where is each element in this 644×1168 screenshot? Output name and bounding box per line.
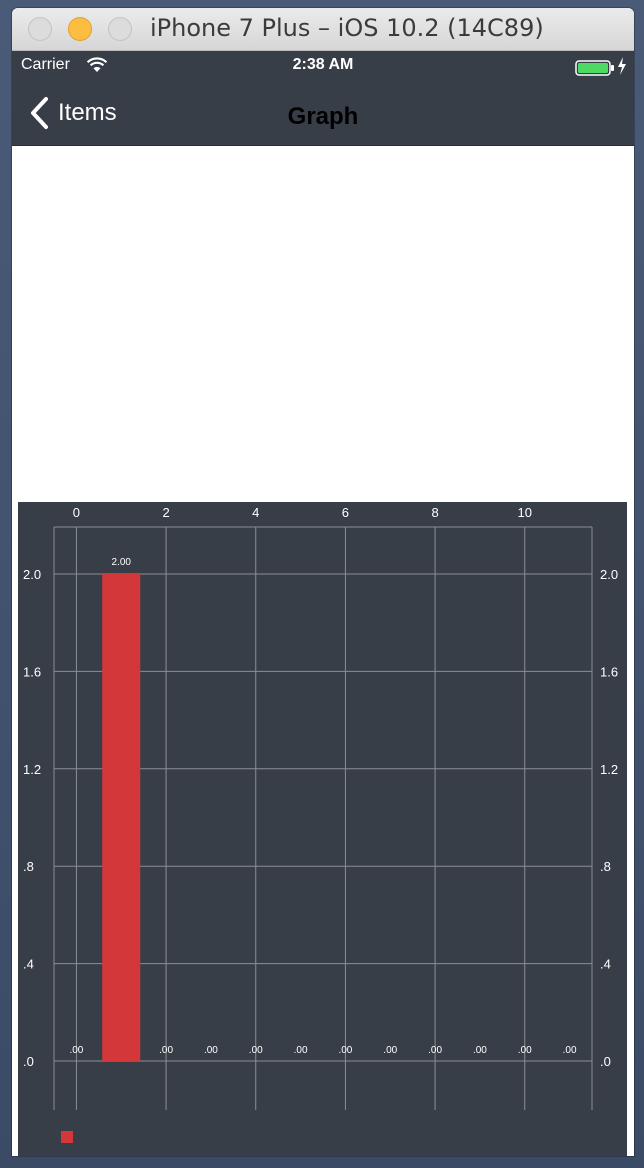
back-button[interactable]: Items [28, 95, 117, 131]
window-title: iPhone 7 Plus – iOS 10.2 (14C89) [150, 14, 544, 42]
bar-value-label: .00 [204, 1045, 218, 1056]
bar-value-label: .00 [294, 1045, 308, 1056]
bar-value-label: .00 [563, 1045, 577, 1056]
bar-value-label: .00 [473, 1045, 487, 1056]
window-titlebar: iPhone 7 Plus – iOS 10.2 (14C89) [12, 8, 634, 51]
x-tick-label: 0 [73, 505, 80, 520]
x-tick-label: 6 [342, 505, 349, 520]
bar-value-label: .00 [159, 1045, 173, 1056]
y-tick-label-left: 2.0 [23, 567, 41, 582]
wifi-icon [86, 56, 108, 78]
y-tick-label-right: 1.2 [600, 762, 618, 777]
x-tick-label: 10 [518, 505, 532, 520]
bar-chart-svg: .0.0.4.4.8.81.2 1.21.6 1.62.0 2.00 2 4 6 8 10.00… [23, 505, 618, 1143]
bar [102, 574, 141, 1061]
bar-chart: .0.0.4.4.8.8 1.2 1.2 1.6 1.6 2.0 2.0 0 2 4 6 8 10.00… [18, 502, 627, 1156]
y-tick-label-left: 1.6 [23, 664, 41, 679]
back-button-label: Items [58, 99, 117, 126]
legend-swatch [61, 1131, 73, 1143]
carrier-label: Carrier [21, 56, 70, 73]
zoom-window-button[interactable] [108, 17, 132, 41]
y-tick-label-left: .0 [23, 1054, 34, 1069]
bar-value-label: .00 [69, 1045, 83, 1056]
ios-status-bar: Carrier 2:38 AM [12, 51, 634, 81]
x-tick-label: 4 [252, 505, 259, 520]
x-tick-label: 8 [431, 505, 438, 520]
y-tick-label-right: 2.0 [600, 567, 618, 582]
minimize-window-button[interactable] [68, 17, 92, 41]
y-tick-label-left: .8 [23, 859, 34, 874]
battery-icon [575, 60, 615, 80]
close-window-button[interactable] [28, 17, 52, 41]
content-area: .0.0.4.4.8.8 1.2 1.2 1.6 1.6 2.0 2.0 0 2 4 6 8 10.00… [12, 146, 634, 1156]
bar-value-label: .00 [428, 1045, 442, 1056]
bar-value-label: .00 [249, 1045, 263, 1056]
bar-value-label: .00 [518, 1045, 532, 1056]
bar-value-label: 2.00 [112, 557, 132, 568]
charging-bolt-icon [617, 57, 627, 79]
x-tick-label: 2 [162, 505, 169, 520]
chevron-left-icon [31, 97, 48, 129]
y-tick-label-right: 1.6 [600, 664, 618, 679]
y-tick-label-right: .4 [600, 957, 611, 972]
y-tick-label-right: .0 [600, 1054, 611, 1069]
nav-title: Graph [287, 103, 359, 130]
status-time: 2:38 AM [292, 56, 354, 73]
bar-value-label: .00 [338, 1045, 352, 1056]
y-tick-label-left: .4 [23, 957, 34, 972]
bar-value-label: .00 [383, 1045, 397, 1056]
navigation-bar: Items Graph [12, 81, 634, 146]
y-tick-label-right: .8 [600, 859, 611, 874]
simulator-window: iPhone 7 Plus – iOS 10.2 (14C89) Carrier… [12, 8, 634, 1156]
y-tick-label-left: 1.2 [23, 762, 41, 777]
